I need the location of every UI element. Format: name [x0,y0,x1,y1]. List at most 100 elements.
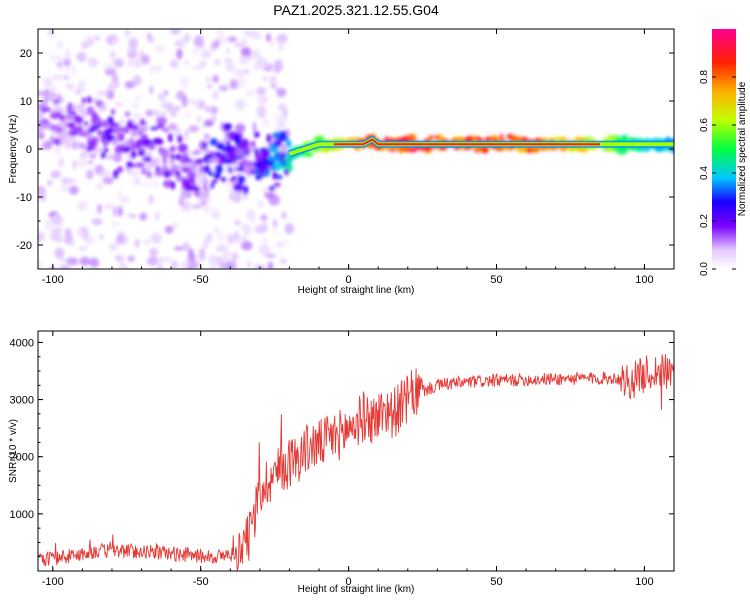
heat-blob [214,164,224,174]
heat-speckle [268,36,276,47]
heat-blob [43,122,54,130]
heat-speckle [47,180,53,186]
heat-speckle [96,90,108,97]
heat-speckle [169,110,177,118]
heat-blob [250,140,256,149]
colorbar-tick-label: 0.4 [699,166,710,180]
heat-speckle [103,62,112,70]
heat-speckle [155,109,160,118]
heat-speckle [53,237,64,243]
heat-speckle [76,157,88,169]
heat-speckle [221,37,229,44]
heat-speckle [111,221,120,228]
heat-speckle [69,185,79,195]
heat-blob [168,123,178,131]
x-tick-label: -100 [42,274,64,286]
heat-blob [75,126,84,131]
heat-speckle [134,57,143,68]
y-tick-label: 3000 [10,395,34,407]
heat-speckle [172,222,178,229]
heat-speckle [243,68,250,74]
heat-blob [158,147,167,155]
heat-blob [52,103,61,113]
heat-speckle [187,265,194,269]
heat-speckle [57,58,65,71]
heat-blob [147,171,152,178]
colorbar-label: Normalized spectral amplitude [737,81,748,216]
heat-speckle [234,68,245,78]
heat-blob [96,129,103,136]
heat-speckle [65,83,75,90]
heat-blob [112,169,119,179]
spectrogram-heat-layer [38,29,674,269]
heat-blob [116,166,124,173]
heat-blob [321,148,330,153]
heat-blob [175,164,182,170]
heat-speckle [148,194,154,204]
heat-blob [64,141,72,150]
heat-speckle [38,261,43,268]
heat-speckle [87,160,94,165]
heat-speckle [50,170,61,179]
heat-blob [150,126,159,131]
heat-speckle [72,160,77,170]
heat-speckle [111,38,120,45]
heat-blob [199,200,208,207]
heat-speckle [207,84,212,89]
heat-speckle [182,242,190,252]
heat-speckle [250,49,262,60]
heat-speckle [184,59,189,66]
heat-speckle [279,258,287,264]
heat-blob [274,138,282,147]
heat-speckle [52,74,63,81]
heat-speckle [181,95,188,108]
heat-blob [128,142,138,150]
heat-blob [272,171,278,180]
heat-speckle [149,247,159,257]
heat-blob [266,133,272,143]
colorbar: 0.0 0.2 0.4 0.6 0.8 Normalized spectral ampl… [699,29,748,276]
heat-speckle [173,105,181,112]
heat-speckle [281,211,287,220]
heat-blob [233,182,244,192]
heat-blob [384,136,389,142]
heat-speckle [120,256,125,268]
heat-speckle [170,60,178,69]
heat-speckle [99,234,104,241]
heat-blob [273,182,281,187]
heat-speckle [58,157,65,168]
heat-blob [115,145,122,152]
heat-blob [142,138,149,146]
heat-blob [241,158,248,167]
heat-blob [79,130,89,137]
heat-blob [200,187,206,195]
heat-speckle [69,241,75,247]
heat-speckle [184,130,189,142]
heat-speckle [131,101,140,109]
heat-blob [41,108,46,114]
heat-speckle [76,201,86,211]
heat-blob [38,90,43,95]
heat-blob [110,108,116,116]
x-tick-label: -50 [193,576,209,588]
heat-speckle [250,31,262,40]
heat-speckle [192,65,203,70]
heat-blob [42,140,53,150]
heat-speckle [163,90,169,96]
heat-blob [65,135,76,142]
heat-speckle [262,237,268,244]
heat-speckle [156,65,162,72]
heat-speckle [262,187,271,194]
heat-speckle [173,246,184,251]
page-title: PAZ1.2025.321.12.55.G04 [273,2,439,18]
heat-blob [125,138,131,148]
heat-speckle [124,29,131,38]
heat-blob [67,111,77,116]
y-tick-label: -20 [16,240,32,252]
heat-blob [130,150,137,159]
heat-blob [49,113,60,120]
heat-speckle [109,243,119,252]
heat-blob [57,94,62,103]
heat-blob [197,179,205,185]
heat-blob [207,171,214,176]
